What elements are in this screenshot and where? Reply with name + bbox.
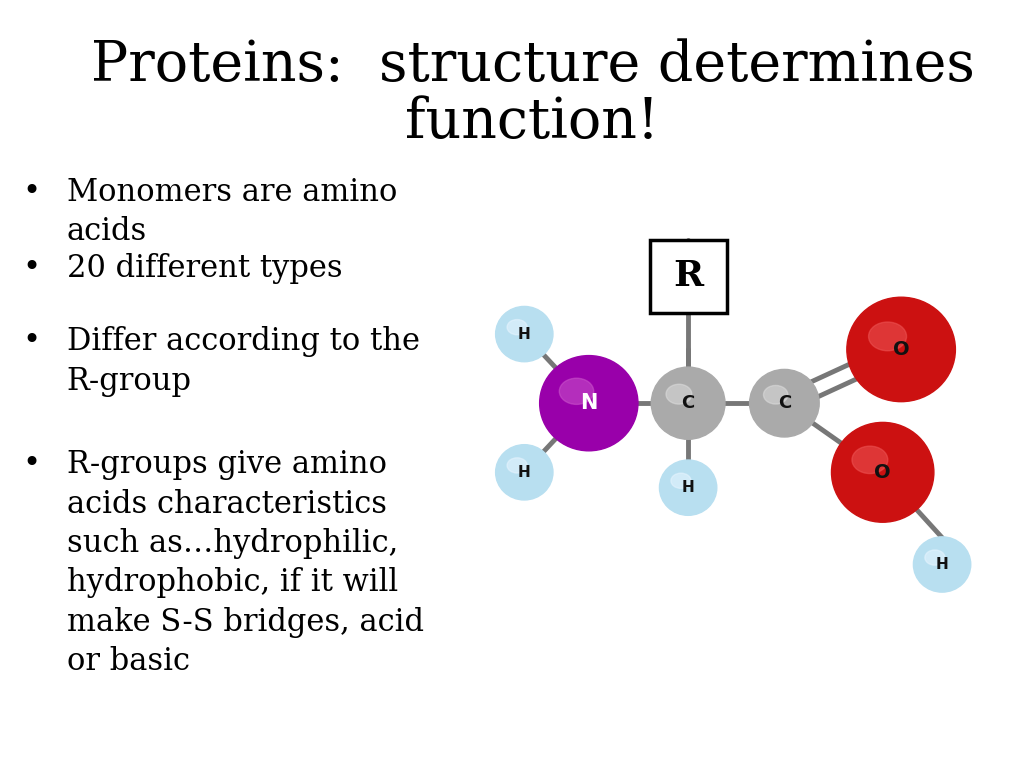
Text: R-groups give amino
acids characteristics
such as…hydrophilic,
hydrophobic, if i: R-groups give amino acids characteristic… — [67, 449, 424, 677]
Text: function!: function! — [406, 95, 659, 151]
Text: Monomers are amino
acids: Monomers are amino acids — [67, 177, 397, 247]
Text: H: H — [518, 326, 530, 342]
Text: •: • — [23, 326, 41, 357]
Ellipse shape — [559, 378, 594, 405]
Text: H: H — [936, 557, 948, 572]
Ellipse shape — [764, 386, 787, 404]
Text: C: C — [778, 394, 791, 412]
Text: N: N — [581, 393, 597, 413]
Ellipse shape — [831, 422, 934, 522]
Ellipse shape — [507, 319, 527, 335]
Ellipse shape — [852, 446, 888, 474]
Text: O: O — [893, 340, 909, 359]
Text: H: H — [518, 465, 530, 480]
Text: Proteins:  structure determines: Proteins: structure determines — [90, 38, 975, 93]
Ellipse shape — [651, 367, 725, 439]
FancyBboxPatch shape — [650, 240, 727, 313]
Text: O: O — [874, 463, 891, 482]
Ellipse shape — [659, 460, 717, 515]
Text: R: R — [673, 260, 703, 293]
Text: 20 different types: 20 different types — [67, 253, 342, 284]
Ellipse shape — [507, 458, 527, 473]
Text: •: • — [23, 449, 41, 480]
Text: •: • — [23, 177, 41, 207]
Text: C: C — [682, 394, 694, 412]
Text: •: • — [23, 253, 41, 284]
Text: Differ according to the
R-group: Differ according to the R-group — [67, 326, 420, 397]
Text: H: H — [682, 480, 694, 495]
Ellipse shape — [666, 384, 692, 404]
Ellipse shape — [925, 550, 945, 565]
Ellipse shape — [496, 445, 553, 500]
Ellipse shape — [496, 306, 553, 362]
Ellipse shape — [868, 322, 906, 351]
Ellipse shape — [540, 356, 638, 451]
Ellipse shape — [750, 369, 819, 437]
Ellipse shape — [847, 297, 955, 402]
Ellipse shape — [913, 537, 971, 592]
Ellipse shape — [671, 473, 691, 488]
